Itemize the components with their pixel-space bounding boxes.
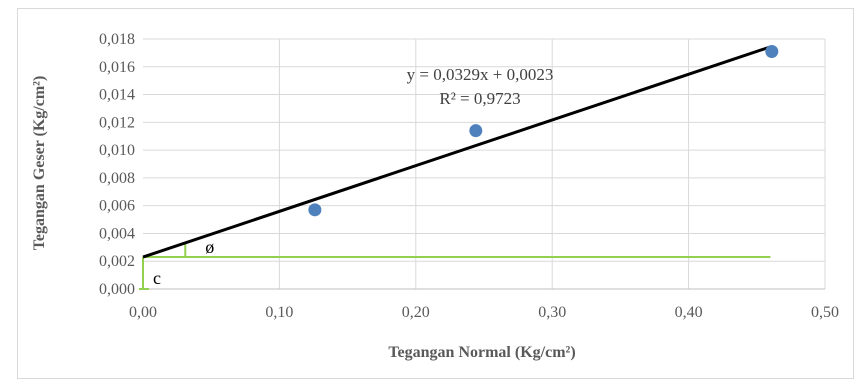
y-tick-label: 0,000	[99, 281, 135, 298]
y-tick-label: 0,018	[99, 31, 135, 48]
annotations: cø	[139, 237, 771, 290]
chart-frame	[17, 8, 854, 379]
data-points	[308, 45, 779, 217]
data-point	[765, 45, 779, 58]
y-tick-label: 0,010	[99, 142, 135, 159]
trendline-equation: y = 0,0329x + 0,0023	[407, 65, 554, 84]
trendline-line	[142, 45, 771, 259]
gridlines	[143, 38, 826, 289]
x-tick-label: 0,10	[265, 304, 293, 321]
x-axis-title: Tegangan Normal (Kg/cm²)	[388, 344, 575, 361]
x-tick-label: 0,50	[811, 304, 839, 321]
trendline	[142, 45, 771, 259]
y-tick-label: 0,004	[99, 225, 135, 242]
x-tick-label: 0,20	[402, 304, 430, 321]
y-tick-label: 0,014	[99, 87, 135, 104]
data-point	[469, 124, 483, 138]
data-point	[308, 203, 322, 217]
x-tick-label: 0,40	[675, 304, 703, 321]
y-tick-label: 0,006	[99, 198, 135, 215]
y-tick-label: 0,008	[99, 170, 135, 187]
cohesion-label: c	[153, 268, 161, 288]
x-tick-label: 0,00	[129, 304, 157, 321]
y-tick-label: 0,012	[99, 114, 135, 131]
angle-label: ø	[205, 237, 214, 257]
trendline-r-squared: R² = 0,9723	[439, 89, 520, 108]
y-tick-label: 0,002	[99, 253, 135, 270]
axes: 0,000 0,002 0,004 0,006 0,008 0,010 0,012 0,014…	[99, 31, 839, 321]
x-tick-label: 0,30	[538, 304, 566, 321]
y-tick-label: 0,016	[99, 59, 135, 76]
y-axis-title: Tegangan Geser (Kg/cm²)	[31, 76, 48, 251]
